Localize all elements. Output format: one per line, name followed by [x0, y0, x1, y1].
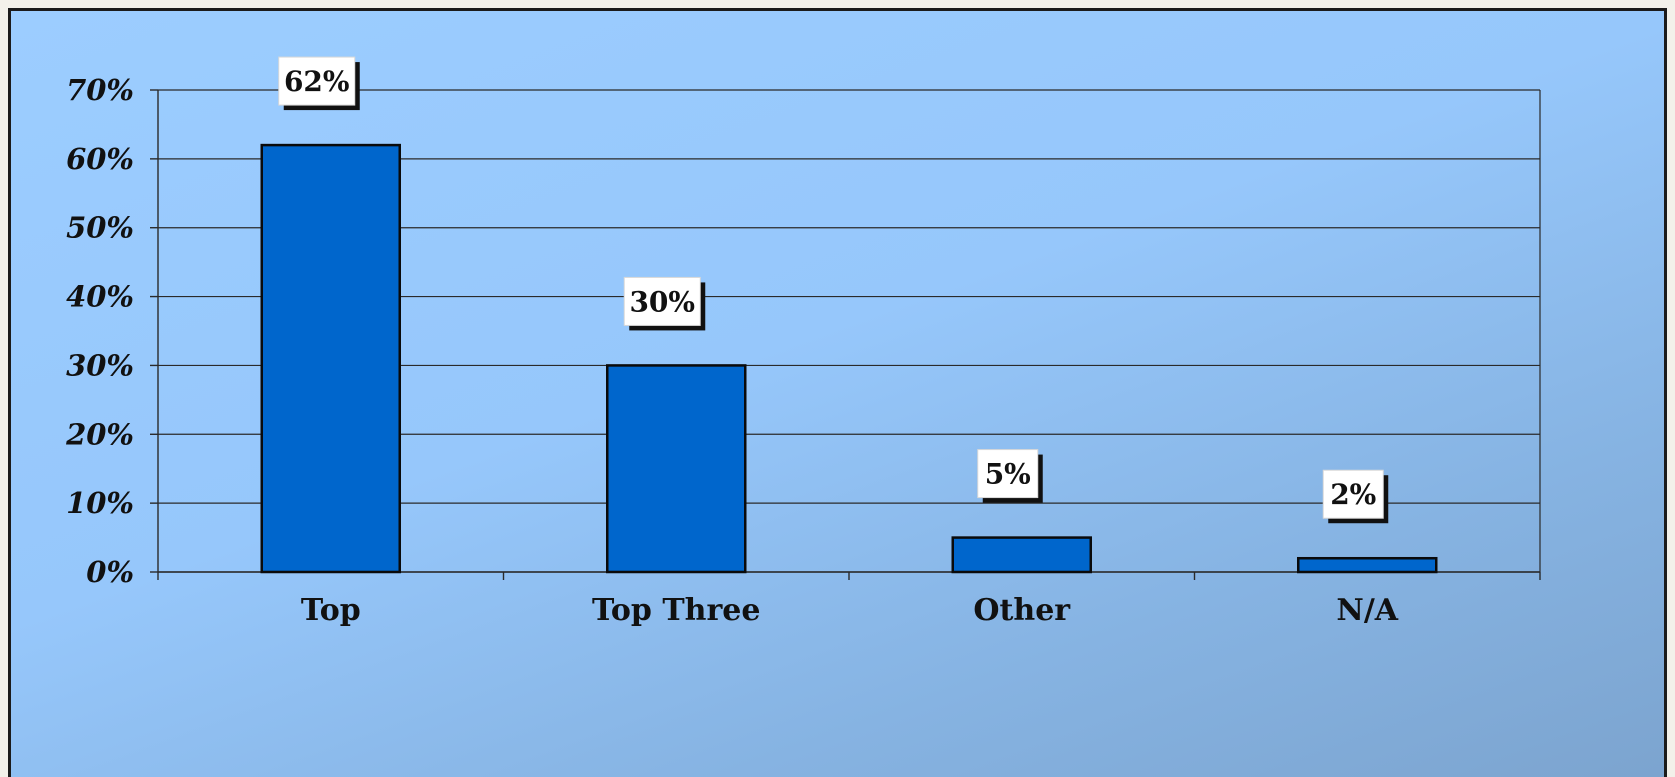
y-tick-label: 20% [65, 417, 134, 451]
y-tick-label: 40% [66, 280, 134, 314]
data-label-box: 30% [623, 276, 706, 331]
bar-top-three [606, 364, 747, 574]
data-label-text: 30% [629, 285, 695, 318]
x-category-label: Top [301, 593, 361, 628]
data-label-box: 62% [278, 56, 360, 111]
data-label-background [278, 56, 356, 106]
y-tick-label: 70% [66, 73, 134, 107]
data-label-background [623, 276, 701, 326]
bar-top [260, 143, 401, 574]
y-tick-label: 60% [66, 142, 134, 176]
data-label-box: 5% [977, 449, 1043, 503]
axes: 0% 10% 20% 30% 40% 50% 60% 70% Top Top Three Other… [65, 73, 1541, 628]
y-tick-label: 0% [86, 555, 134, 589]
y-tick-label: 10% [66, 486, 134, 520]
data-label-background [977, 449, 1039, 499]
x-category-label: N/A [1336, 593, 1398, 628]
data-labels: 62% 30% 5% 2% [278, 56, 1389, 524]
y-tick-label: 50% [66, 211, 134, 245]
data-label-box: 2% [1322, 469, 1389, 524]
bar-other [951, 536, 1092, 574]
data-label-text: 62% [284, 65, 350, 98]
data-label-text: 5% [985, 458, 1031, 491]
y-tick-label: 30% [66, 348, 134, 382]
data-label-text: 2% [1330, 478, 1376, 511]
bar-n-a [1297, 556, 1438, 574]
bars [260, 143, 1438, 574]
chart-frame: 0% 10% 20% 30% 40% 50% 60% 70% Top Top Three Other… [8, 8, 1667, 777]
data-label-background [1322, 469, 1384, 519]
x-category-label: Other [973, 593, 1071, 628]
bar-chart: 0% 10% 20% 30% 40% 50% 60% 70% Top Top Three Other… [65, 56, 1541, 628]
x-category-label: Top Three [592, 593, 760, 628]
